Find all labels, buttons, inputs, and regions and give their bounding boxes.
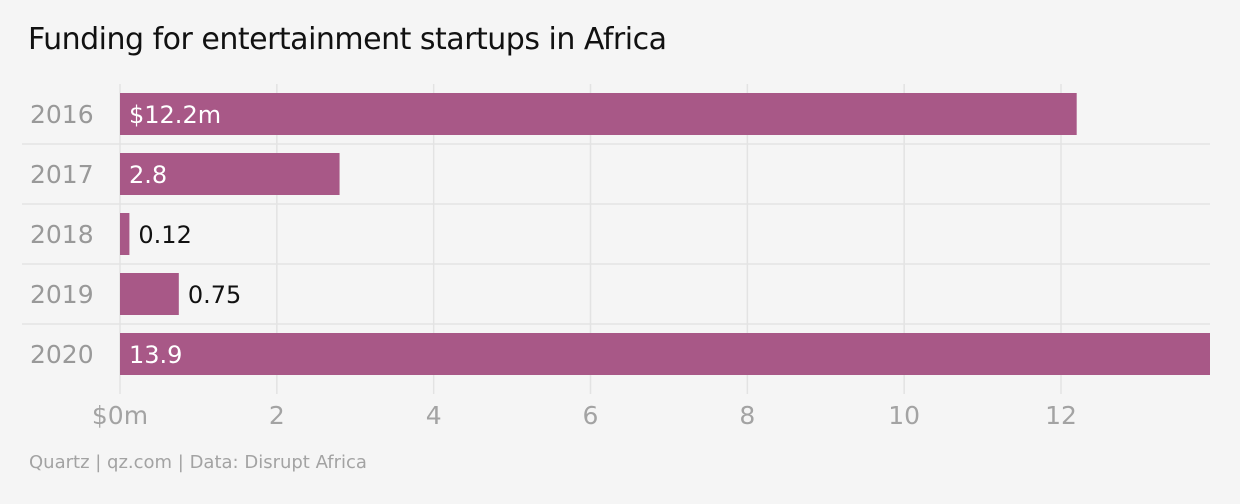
- data-label-2017: 2.8: [129, 161, 167, 189]
- bar-2017: [120, 153, 340, 195]
- category-label-2019: 2019: [30, 280, 94, 309]
- data-label-2020: 13.9: [129, 341, 182, 369]
- source-note: Quartz | qz.com | Data: Disrupt Africa: [29, 452, 367, 473]
- x-tick-label-6: 12: [1045, 401, 1077, 430]
- chart-title: Funding for entertainment startups in Af…: [28, 22, 667, 57]
- bar-2020: [120, 333, 1210, 375]
- data-label-2016: $12.2m: [129, 101, 221, 129]
- x-tick-label-2: 4: [426, 401, 442, 430]
- data-label-2019: 0.75: [188, 281, 241, 309]
- category-label-2020: 2020: [30, 340, 94, 369]
- category-label-2017: 2017: [30, 160, 94, 189]
- x-tick-label-4: 8: [739, 401, 755, 430]
- x-tick-label-3: 6: [583, 401, 599, 430]
- x-tick-label-5: 10: [888, 401, 920, 430]
- bar-2016: [120, 93, 1077, 135]
- data-label-2018: 0.12: [138, 221, 191, 249]
- bar-2018: [120, 213, 130, 255]
- category-label-2016: 2016: [30, 100, 94, 129]
- x-tick-label-1: 2: [269, 401, 285, 430]
- category-label-2018: 2018: [30, 220, 94, 249]
- x-tick-label-0: $0m: [92, 401, 148, 430]
- bar-2019: [120, 273, 179, 315]
